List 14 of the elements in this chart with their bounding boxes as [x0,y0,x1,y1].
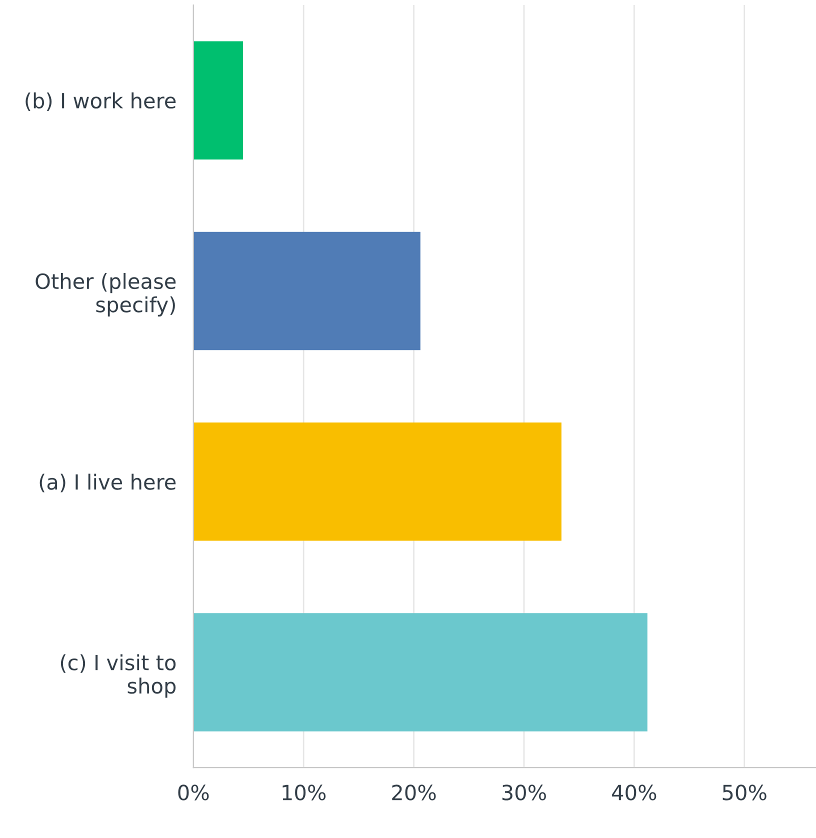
bar [193,422,562,541]
x-tick-label: 40% [612,784,656,800]
y-tick-label: (b) I work here [26,92,176,112]
x-tick-label: 50% [722,784,766,800]
x-tick-label: 0% [178,784,209,800]
x-tick-label: 20% [392,784,436,800]
x-tick-label: 30% [502,784,546,800]
y-tick-label: Other (please specify) [36,273,176,316]
y-tick-label: (c) I visit to shop [60,654,176,698]
x-tick-label: 10% [282,784,326,800]
bar [193,41,243,160]
bar [193,613,648,732]
bar [193,232,420,350]
y-tick-label: (a) I live here [40,474,176,492]
